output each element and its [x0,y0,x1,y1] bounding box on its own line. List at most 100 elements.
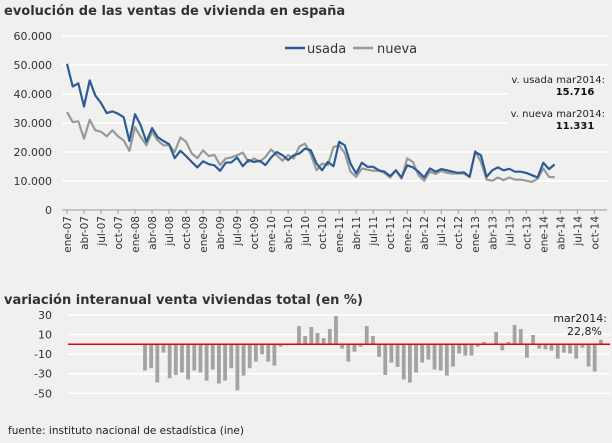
bar [371,335,375,345]
bar [266,344,271,362]
bar [377,344,381,357]
annotation-background [508,70,612,132]
bar [155,344,160,383]
bar [143,344,147,371]
legend-label-usada: usada [307,42,346,57]
bar [327,329,332,345]
bar [241,344,246,376]
annotation-usada-label: v. usada mar2014: [511,75,605,86]
bar [457,344,462,354]
bar [260,344,264,355]
x-tick-label: ene-09 [198,216,210,253]
bar [568,344,572,354]
top-chart-axes: 0 10.000 20.000 30.000 40.000 50.000 60.000 ene… [14,30,607,253]
bar [272,344,277,366]
top-chart-grid [62,35,607,182]
bar [297,326,301,345]
bar [346,344,351,362]
bar [414,344,418,373]
y-tick-label: -30 [34,368,52,381]
x-tick-label: ene-07 [62,216,74,253]
annotation-nueva-label: v. nueva mar2014: [511,109,605,120]
bar [278,344,283,347]
bar [352,344,357,352]
bar [395,344,400,367]
bar [426,344,431,360]
bar [192,344,197,371]
bar [247,344,252,369]
annotation-mar2014-label: mar2014: [553,312,607,325]
bar [420,344,425,363]
bar [531,334,535,345]
x-tick-label: ene-08 [130,216,142,253]
y-tick-label: 60.000 [14,30,53,43]
bar [598,339,603,345]
x-tick-label: abr-11 [351,216,363,250]
y-tick-label: 50.000 [14,59,53,72]
y-tick-label: 30.000 [14,117,53,130]
bar [401,344,406,380]
bar [518,329,523,345]
bar [444,344,449,376]
bar [180,344,184,373]
bar [358,344,363,347]
bar [463,344,468,356]
y-tick-label: -50 [34,387,52,400]
bar [364,326,369,345]
top-chart-lines [65,63,556,183]
bar [580,344,585,348]
bar [481,341,486,345]
bar [173,344,178,375]
bar [161,344,166,353]
x-tick-label: ene-13 [470,216,482,253]
legend-label-nueva: nueva [377,42,417,57]
x-tick-label: jul-11 [368,216,380,247]
y-tick-label: 0 [45,204,52,217]
y-tick-label: 20.000 [14,146,53,159]
x-tick-label: oct-08 [181,216,193,249]
bar [469,344,474,356]
x-tick-label: ene-11 [334,216,346,253]
x-tick-label: ene-14 [538,216,550,253]
series-line-usada [65,63,556,179]
y-tick-label: -10 [34,348,52,361]
x-tick-label: abr-14 [555,216,567,250]
y-tick-label: 30 [38,309,52,322]
top-annotations: v. usada mar2014: 15.716 v. nueva mar201… [511,75,605,132]
bar [407,344,412,383]
y-tick-label: 40.000 [14,88,53,101]
bar [321,338,326,345]
bar [340,344,345,349]
bar [186,344,191,380]
bar [549,344,554,351]
bar [586,344,591,367]
x-tick-label: jul-07 [96,216,108,247]
x-tick-label: jul-12 [436,216,448,247]
bar [574,344,579,359]
bar [475,344,480,347]
annotation-nueva-value: 11.331 [556,121,595,132]
bar [334,316,338,345]
x-tick-label: oct-07 [113,216,125,249]
bar [561,344,566,353]
x-tick-label: abr-12 [419,216,431,250]
bar [383,344,388,375]
annotation-usada-value: 15.716 [556,87,595,98]
x-tick-label: ene-10 [266,216,278,253]
bar [525,344,529,358]
bar [210,344,215,370]
source-footer: fuente: instituto nacional de estadístic… [8,425,244,437]
bar [451,344,455,367]
y-tick-label: 10.000 [14,175,53,188]
x-tick-label: oct-14 [589,216,601,250]
bar [198,344,203,373]
bar [506,341,511,345]
bar [315,333,320,345]
x-tick-label: abr-10 [283,216,295,250]
y-tick-label: 10 [38,329,52,342]
legend: usada nueva [285,42,417,57]
x-tick-label: oct-13 [521,216,533,249]
bar [204,344,209,381]
x-tick-label: oct-11 [385,216,397,249]
